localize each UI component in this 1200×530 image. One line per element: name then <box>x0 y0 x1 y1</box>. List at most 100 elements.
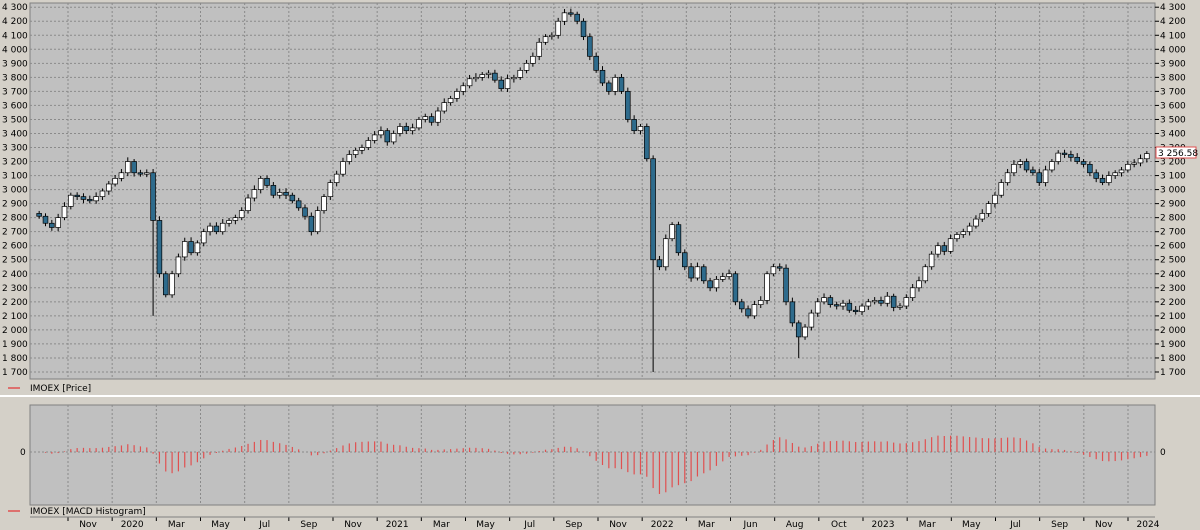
date-tick-label: Sep <box>300 520 317 530</box>
candle-up <box>504 78 511 89</box>
candle-up <box>637 126 644 132</box>
macd-histogram-bars <box>30 435 1155 494</box>
price-tick-label-left: 2 900 <box>2 200 28 210</box>
macd-zero-label-right: 0 <box>1160 448 1166 458</box>
candle-up <box>276 192 283 196</box>
price-tick-label-left: 2 200 <box>2 298 28 308</box>
candle-down <box>776 266 783 269</box>
candle-up <box>909 287 916 298</box>
candle-down <box>302 207 308 217</box>
candle-up <box>181 241 188 258</box>
price-tick-label-right: 4 300 <box>1160 3 1186 13</box>
candle-down <box>890 295 897 308</box>
candle-up <box>1004 172 1011 183</box>
price-tick-label-right: 2 500 <box>1160 256 1186 266</box>
candle-up <box>226 220 232 224</box>
date-tick-label: Nov <box>609 520 627 530</box>
candle-up <box>859 305 865 313</box>
price-tick-label-left: 3 500 <box>2 115 28 125</box>
candle-up <box>479 74 485 78</box>
price-tick-label-left: 3 900 <box>2 59 28 69</box>
candle-up <box>612 77 618 92</box>
price-tick-label-left: 3 100 <box>2 172 28 182</box>
price-legend-label: IMOEX [Price] <box>30 384 91 394</box>
candle-up <box>973 218 979 227</box>
candle-down <box>1068 154 1074 158</box>
date-tick-label: Jul <box>258 520 270 530</box>
candle-up <box>390 133 397 143</box>
price-axis-labels: 1 700 1 700 1 800 1 800 1 900 1 900 2 000 2 000… <box>2 3 1186 378</box>
date-tick-label: Aug <box>786 520 804 530</box>
price-tick-label-right: 2 200 <box>1160 298 1186 308</box>
candle-up <box>935 245 941 255</box>
candle-down <box>738 301 745 310</box>
candle-down <box>283 192 289 196</box>
date-tick-label: Mar <box>168 520 185 530</box>
candle-up <box>960 231 967 235</box>
candle-down <box>428 116 435 123</box>
candle-up <box>751 304 758 317</box>
candle-up <box>757 300 764 305</box>
candle-up <box>485 72 492 75</box>
date-tick-label: May <box>962 520 981 530</box>
candle-down <box>783 267 789 303</box>
candle-up <box>1137 158 1144 164</box>
candle-up <box>346 154 353 162</box>
candle-up <box>713 279 720 289</box>
candle-down <box>599 69 606 84</box>
date-tick-label: Sep <box>1051 520 1068 530</box>
candle-up <box>435 110 441 123</box>
candle-up <box>726 273 732 277</box>
price-tick-label-right: 4 200 <box>1160 17 1186 27</box>
candle-up <box>669 224 675 240</box>
candle-up <box>93 196 99 202</box>
candle-down <box>568 12 574 15</box>
price-tick-label-right: 1 900 <box>1160 340 1186 350</box>
candle-down <box>833 304 840 307</box>
candle-up <box>764 273 770 301</box>
date-tick-label: Mar <box>919 520 936 530</box>
candle-down <box>188 241 194 254</box>
candle-down <box>213 225 220 233</box>
candle-up <box>916 280 922 289</box>
last-price-tag <box>1155 146 1197 159</box>
price-tick-label-right: 3 700 <box>1160 87 1186 97</box>
candle-up <box>1112 172 1118 176</box>
candle-up <box>422 116 429 120</box>
date-tick-label: Mar <box>698 520 715 530</box>
candle-up <box>112 178 118 185</box>
candle-up <box>397 126 403 134</box>
candle-up <box>257 178 264 190</box>
date-tick-label: Jul <box>1009 520 1021 530</box>
candle-down <box>795 322 802 338</box>
candle-up <box>371 134 378 141</box>
date-tick-label: May <box>476 520 495 530</box>
candle-down <box>403 126 410 132</box>
candle-up <box>1131 162 1137 165</box>
candle-down <box>1036 172 1042 183</box>
candle-down <box>701 266 707 282</box>
date-tick-label: 2022 <box>651 520 674 530</box>
price-tick-label-right: 3 900 <box>1160 59 1186 69</box>
price-tick-label-right: 4 000 <box>1160 45 1186 55</box>
candle-up <box>1017 161 1023 165</box>
candle-down <box>574 13 580 22</box>
candle-up <box>720 276 726 280</box>
candle-up <box>947 238 954 252</box>
candle-up <box>954 234 960 240</box>
price-candles <box>36 8 1150 372</box>
candle-down <box>1061 152 1068 155</box>
candle-down <box>150 172 156 221</box>
price-tick-label-left: 2 100 <box>2 312 28 322</box>
candle-up <box>125 161 131 174</box>
candle-up <box>333 173 340 183</box>
candle-up <box>365 140 372 148</box>
candle-down <box>1099 178 1106 183</box>
price-tick-label-left: 4 000 <box>2 45 28 55</box>
candle-down <box>80 196 87 200</box>
candle-up <box>922 266 929 282</box>
candle-up <box>340 161 346 175</box>
candle-down <box>74 194 80 197</box>
